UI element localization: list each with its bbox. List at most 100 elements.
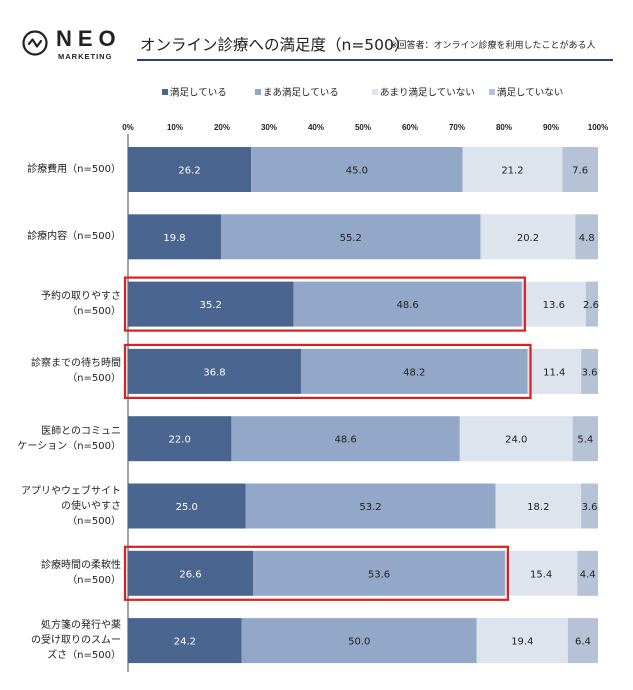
- bar-value-label: 50.0: [348, 637, 370, 648]
- bar-segment: [504, 550, 578, 596]
- bar-value-label: 36.8: [203, 367, 225, 378]
- bar-segment: [128, 618, 242, 664]
- bar-segment: [462, 147, 563, 192]
- bar-segment: [577, 550, 598, 596]
- bar-segment: [575, 214, 598, 260]
- bar-value-label: 48.6: [334, 435, 356, 446]
- category-label: 予約の取りやすさ （n=500）: [5, 289, 121, 319]
- category-label: 診療内容（n=500）: [5, 229, 121, 244]
- category-label: 診療時間の柔軟性 （n=500）: [5, 558, 121, 588]
- bar-segment: [221, 214, 481, 260]
- x-tick-label: 50%: [355, 123, 371, 132]
- category-label: 処方箋の発行や薬 の受け取りのスムー ズさ（n=500）: [5, 618, 121, 663]
- category-label-line: （n=500）: [67, 306, 121, 318]
- legend-label-1: まあ満足している: [263, 88, 339, 99]
- bar-value-label: 45.0: [346, 166, 368, 177]
- x-tick-label: 20%: [214, 123, 230, 132]
- bar-value-label: 53.2: [359, 502, 381, 513]
- x-tick-label: 0%: [122, 123, 134, 132]
- bar-value-label: 6.4: [575, 637, 591, 648]
- bar-segment: [476, 618, 568, 664]
- category-label-line: ズさ（n=500）: [47, 650, 121, 662]
- category-label-line: （n=500）: [67, 575, 121, 587]
- x-tick-label: 30%: [261, 123, 277, 132]
- title-underline: [137, 59, 613, 61]
- bar-value-label: 3.6: [582, 502, 598, 513]
- bar-value-label: 20.2: [517, 233, 539, 244]
- x-tick-label: 60%: [402, 123, 418, 132]
- x-tick-label: 80%: [496, 123, 512, 132]
- bar-segment: [128, 147, 252, 192]
- bar-value-label: 4.8: [579, 233, 595, 244]
- bar-value-label: 22.0: [169, 435, 191, 446]
- category-label-line: （n=500）: [67, 373, 121, 385]
- bar-value-label: 19.4: [511, 637, 533, 648]
- highlight-box: [123, 545, 510, 601]
- bar-segment: [128, 214, 222, 260]
- bar-segment: [241, 618, 477, 664]
- bar-segment: [128, 483, 246, 529]
- bar-value-label: 21.2: [501, 166, 523, 177]
- bar-segment: [585, 281, 598, 327]
- bar-segment: [128, 550, 254, 596]
- bar-segment: [495, 483, 582, 529]
- bar-value-label: 48.2: [403, 367, 425, 378]
- bar-value-label: 25.0: [176, 502, 198, 513]
- bar-segment: [251, 147, 463, 192]
- bar-value-label: 18.2: [527, 502, 549, 513]
- bar-value-label: 7.6: [572, 166, 588, 177]
- bar-segment: [253, 550, 505, 596]
- bar-value-label: 48.6: [397, 300, 419, 311]
- bar-value-label: 53.6: [368, 569, 390, 580]
- neo-logo-icon: [22, 30, 48, 56]
- bar-value-label: 4.4: [580, 569, 596, 580]
- bar-segment: [527, 348, 582, 394]
- x-tick-label: 70%: [449, 123, 465, 132]
- category-label-line: （n=500）: [67, 515, 121, 527]
- bar-value-label: 24.0: [505, 435, 527, 446]
- bar-segment: [480, 214, 576, 260]
- bar-value-label: 55.2: [340, 233, 362, 244]
- bar-segment: [293, 281, 522, 327]
- x-tick-label: 10%: [167, 123, 183, 132]
- category-label: アプリやウェブサイト の使いやすさ （n=500）: [5, 484, 121, 529]
- highlight-box: [123, 343, 532, 399]
- legend-swatch-2: [372, 89, 378, 95]
- legend-swatch-3: [489, 89, 495, 95]
- bar-segment: [581, 483, 598, 529]
- legend-label-3: 満足していない: [497, 88, 563, 99]
- category-label-line: ケーション（n=500）: [17, 440, 121, 452]
- highlight-box: [123, 276, 526, 332]
- bar-value-label: 26.6: [179, 569, 201, 580]
- legend-label-0: 満足している: [170, 88, 227, 99]
- x-tick-label: 40%: [308, 123, 324, 132]
- bar-value-label: 11.4: [543, 367, 565, 378]
- bar-segment: [128, 416, 232, 462]
- bar-value-label: 24.2: [174, 637, 196, 648]
- legend-swatch-0: [162, 89, 168, 95]
- bar-value-label: 19.8: [163, 233, 185, 244]
- category-label-line: 医師とのコミュニ: [41, 425, 121, 437]
- legend-label-2: あまり満足していない: [380, 88, 475, 99]
- bar-segment: [128, 348, 301, 394]
- bar-segment: [562, 147, 598, 192]
- category-label-line: 診療費用（n=500）: [27, 164, 121, 175]
- brand-name: NEO: [56, 26, 122, 51]
- neo-marketing-logo: NEO MARKETING: [22, 26, 140, 66]
- bar-value-label: 35.2: [200, 300, 222, 311]
- legend-swatch-1: [255, 89, 261, 95]
- category-label: 診察までの待ち時間 （n=500）: [5, 356, 121, 386]
- bar-segment: [459, 416, 573, 462]
- x-tick-label: 90%: [543, 123, 559, 132]
- category-label: 診療費用（n=500）: [5, 162, 121, 177]
- category-label: 医師とのコミュニケーション（n=500）: [5, 424, 121, 454]
- bar-value-label: 13.6: [543, 300, 565, 311]
- bar-segment: [567, 618, 598, 664]
- bar-segment: [572, 416, 598, 462]
- category-label-line: アプリやウェブサイト: [21, 485, 121, 497]
- category-label-line: 診療内容（n=500）: [27, 231, 121, 243]
- x-tick-label: 100%: [588, 123, 608, 132]
- bar-value-label: 26.2: [178, 166, 200, 177]
- category-label-line: 予約の取りやすさ: [41, 291, 121, 303]
